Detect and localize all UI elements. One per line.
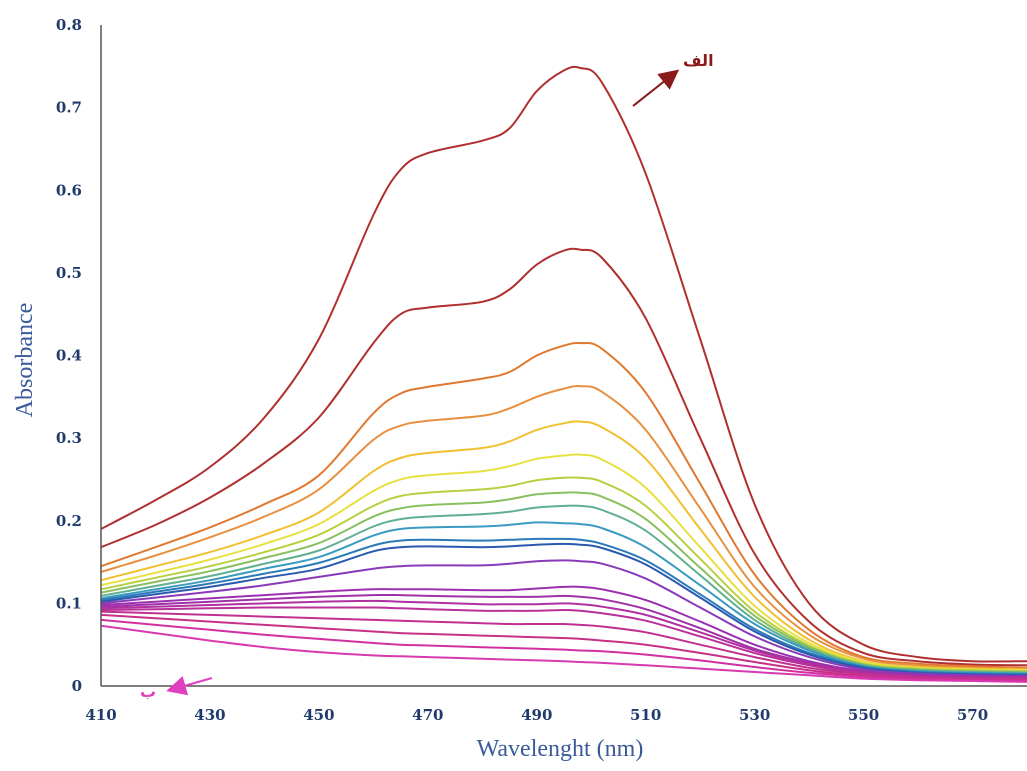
- series-line-14: [100, 585, 1027, 678]
- series-line-13: [100, 559, 1027, 678]
- annotation-label-top: الف: [683, 51, 714, 70]
- x-tick-labels: 410 430 450 470 490 510 530 550 570: [85, 706, 988, 724]
- y-tick-label: 0.1: [56, 594, 82, 612]
- annotation-label-bottom: ب: [140, 682, 156, 701]
- y-tick-label: 0.4: [56, 347, 82, 365]
- series-line-19: [100, 613, 1027, 682]
- y-tick-label: 0.6: [56, 181, 82, 199]
- series-layer: [100, 65, 1027, 683]
- series-line-18: [100, 610, 1027, 681]
- x-tick-label: 490: [521, 706, 552, 724]
- x-tick-label: 570: [957, 706, 988, 724]
- series-line-20: [100, 618, 1027, 682]
- x-tick-label: 430: [194, 706, 225, 724]
- series-line-11: [100, 537, 1027, 676]
- x-tick-label: 550: [848, 706, 879, 724]
- y-tick-label: 0.2: [56, 512, 82, 530]
- x-tick-label: 470: [412, 706, 443, 724]
- series-line-10: [100, 521, 1027, 675]
- annotation-arrow-bottom: [166, 675, 213, 696]
- y-axis-title: Absorbance: [12, 303, 38, 418]
- x-tick-label: 510: [630, 706, 661, 724]
- x-axis-title: Wavelenght (nm): [477, 736, 644, 762]
- y-tick-label: 0.8: [56, 16, 82, 34]
- series-line-1: [100, 65, 1027, 663]
- x-tick-label: 410: [85, 706, 116, 724]
- series-line-5: [100, 420, 1027, 671]
- series-line-4: [100, 384, 1027, 670]
- y-tick-labels: 0 0.1 0.2 0.3 0.4 0.5 0.6 0.7 0.8: [56, 16, 82, 695]
- x-tick-label: 450: [303, 706, 334, 724]
- series-line-21: [100, 624, 1027, 683]
- series-line-16: [100, 599, 1027, 679]
- annotation-arrow-top: [632, 69, 680, 107]
- series-line-8: [100, 491, 1027, 673]
- y-tick-label: 0.7: [56, 99, 82, 117]
- series-line-7: [100, 476, 1027, 673]
- series-line-9: [100, 504, 1027, 674]
- series-line-2: [100, 247, 1027, 667]
- x-tick-label: 530: [739, 706, 770, 724]
- y-tick-label: 0: [72, 677, 82, 695]
- y-tick-label: 0.5: [56, 264, 82, 282]
- series-line-12: [100, 542, 1027, 677]
- series-line-17: [100, 606, 1027, 680]
- series-line-6: [100, 453, 1027, 672]
- y-tick-label: 0.3: [56, 429, 82, 447]
- series-line-3: [100, 341, 1027, 669]
